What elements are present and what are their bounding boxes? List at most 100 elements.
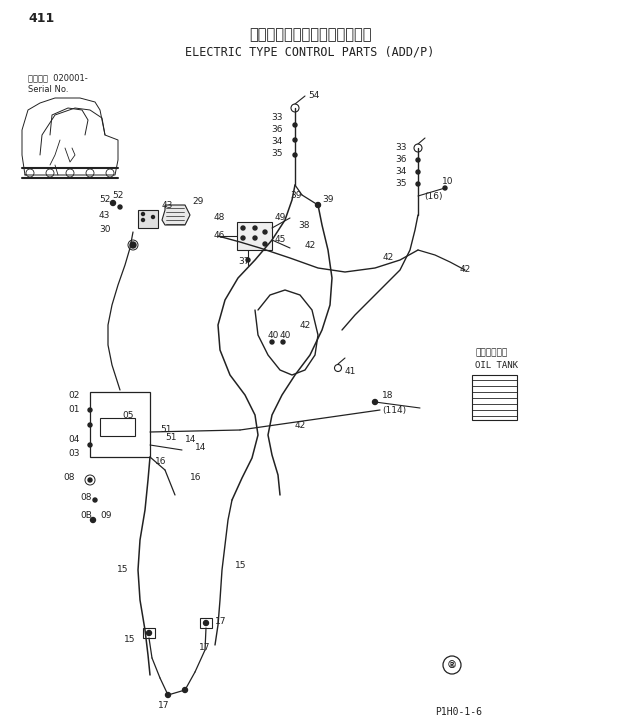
- Text: 14: 14: [185, 436, 197, 445]
- Text: 48: 48: [214, 214, 225, 222]
- Text: 33: 33: [396, 143, 407, 153]
- Circle shape: [293, 153, 297, 157]
- Text: 15: 15: [123, 636, 135, 644]
- Text: 17: 17: [215, 618, 226, 626]
- Text: 40: 40: [268, 330, 280, 340]
- Text: 42: 42: [300, 321, 311, 329]
- Circle shape: [241, 226, 245, 230]
- Text: 29: 29: [192, 198, 203, 206]
- Circle shape: [182, 688, 187, 692]
- Text: 46: 46: [214, 230, 225, 240]
- Circle shape: [246, 258, 250, 262]
- Text: 30: 30: [99, 225, 110, 235]
- Circle shape: [118, 205, 122, 209]
- Text: 33: 33: [272, 114, 283, 122]
- Circle shape: [293, 123, 297, 127]
- Bar: [200, 618, 212, 628]
- Text: 02: 02: [69, 390, 80, 400]
- Text: 04: 04: [69, 436, 80, 445]
- Text: 42: 42: [295, 421, 306, 429]
- Circle shape: [263, 242, 267, 246]
- Text: 51: 51: [160, 426, 172, 434]
- Text: (114): (114): [382, 405, 406, 415]
- Text: 35: 35: [396, 180, 407, 188]
- Text: 0B: 0B: [80, 510, 92, 520]
- Circle shape: [88, 408, 92, 412]
- Text: ®: ®: [447, 660, 457, 670]
- Text: 電気式操作用品（ＡＤＤ／Ｐ）: 電気式操作用品（ＡＤＤ／Ｐ）: [249, 28, 371, 43]
- Circle shape: [146, 631, 151, 636]
- Text: 15: 15: [117, 565, 128, 575]
- Text: 03: 03: [68, 448, 80, 458]
- Text: 17: 17: [198, 644, 210, 652]
- Circle shape: [263, 230, 267, 234]
- Circle shape: [203, 620, 208, 626]
- Text: 52: 52: [99, 195, 110, 204]
- Text: 09: 09: [100, 510, 112, 520]
- Circle shape: [130, 242, 136, 248]
- Text: 43: 43: [99, 211, 110, 219]
- Text: 37: 37: [238, 258, 249, 266]
- Text: 36: 36: [396, 156, 407, 164]
- Text: 17: 17: [158, 701, 169, 710]
- Text: 39: 39: [290, 190, 301, 200]
- Text: (16): (16): [424, 192, 443, 201]
- Polygon shape: [138, 210, 158, 228]
- Text: 42: 42: [460, 266, 471, 274]
- Text: ELECTRIC TYPE CONTROL PARTS (ADD/P): ELECTRIC TYPE CONTROL PARTS (ADD/P): [185, 46, 435, 59]
- Text: 42: 42: [383, 253, 394, 263]
- Circle shape: [316, 203, 321, 208]
- Text: 54: 54: [308, 90, 319, 99]
- Text: 49: 49: [275, 214, 286, 222]
- Text: 08: 08: [63, 473, 75, 482]
- Circle shape: [253, 226, 257, 230]
- Text: 08: 08: [80, 494, 92, 502]
- Text: 36: 36: [272, 125, 283, 135]
- Circle shape: [241, 236, 245, 240]
- Text: 35: 35: [272, 149, 283, 159]
- Text: ②: ②: [448, 660, 456, 670]
- Text: 18: 18: [382, 390, 394, 400]
- Text: 52: 52: [112, 192, 123, 201]
- Circle shape: [270, 340, 274, 344]
- Text: 05: 05: [122, 411, 133, 421]
- Text: オイルタンク: オイルタンク: [475, 348, 507, 358]
- Circle shape: [91, 518, 95, 523]
- Text: 39: 39: [322, 195, 334, 204]
- Circle shape: [166, 692, 171, 697]
- Circle shape: [281, 340, 285, 344]
- Text: 40: 40: [280, 330, 291, 340]
- Polygon shape: [162, 205, 190, 225]
- Text: P1H0-1-6: P1H0-1-6: [435, 707, 482, 717]
- Bar: [100, 418, 135, 436]
- Bar: [143, 628, 155, 638]
- Text: 45: 45: [275, 235, 286, 245]
- Text: 42: 42: [305, 240, 316, 250]
- Text: 34: 34: [272, 138, 283, 146]
- Circle shape: [443, 186, 447, 190]
- Text: 15: 15: [235, 560, 247, 570]
- Text: 43: 43: [162, 201, 174, 209]
- Polygon shape: [237, 222, 272, 250]
- Circle shape: [88, 478, 92, 482]
- Text: 10: 10: [442, 177, 453, 187]
- Circle shape: [253, 236, 257, 240]
- Text: 通用号機  020001-: 通用号機 020001-: [28, 74, 88, 83]
- Text: OIL TANK: OIL TANK: [475, 361, 518, 369]
- Circle shape: [293, 138, 297, 142]
- Text: 34: 34: [396, 167, 407, 177]
- Circle shape: [110, 201, 115, 206]
- Circle shape: [151, 216, 154, 219]
- Circle shape: [93, 498, 97, 502]
- Circle shape: [416, 158, 420, 162]
- Circle shape: [88, 423, 92, 427]
- Text: Serial No.: Serial No.: [28, 85, 68, 93]
- Text: 16: 16: [190, 473, 202, 482]
- Bar: [90, 392, 150, 457]
- Circle shape: [373, 400, 378, 405]
- Text: 41: 41: [345, 368, 356, 376]
- Text: 16: 16: [155, 458, 167, 466]
- Text: 01: 01: [68, 405, 80, 415]
- Text: 14: 14: [195, 444, 206, 452]
- Circle shape: [416, 182, 420, 186]
